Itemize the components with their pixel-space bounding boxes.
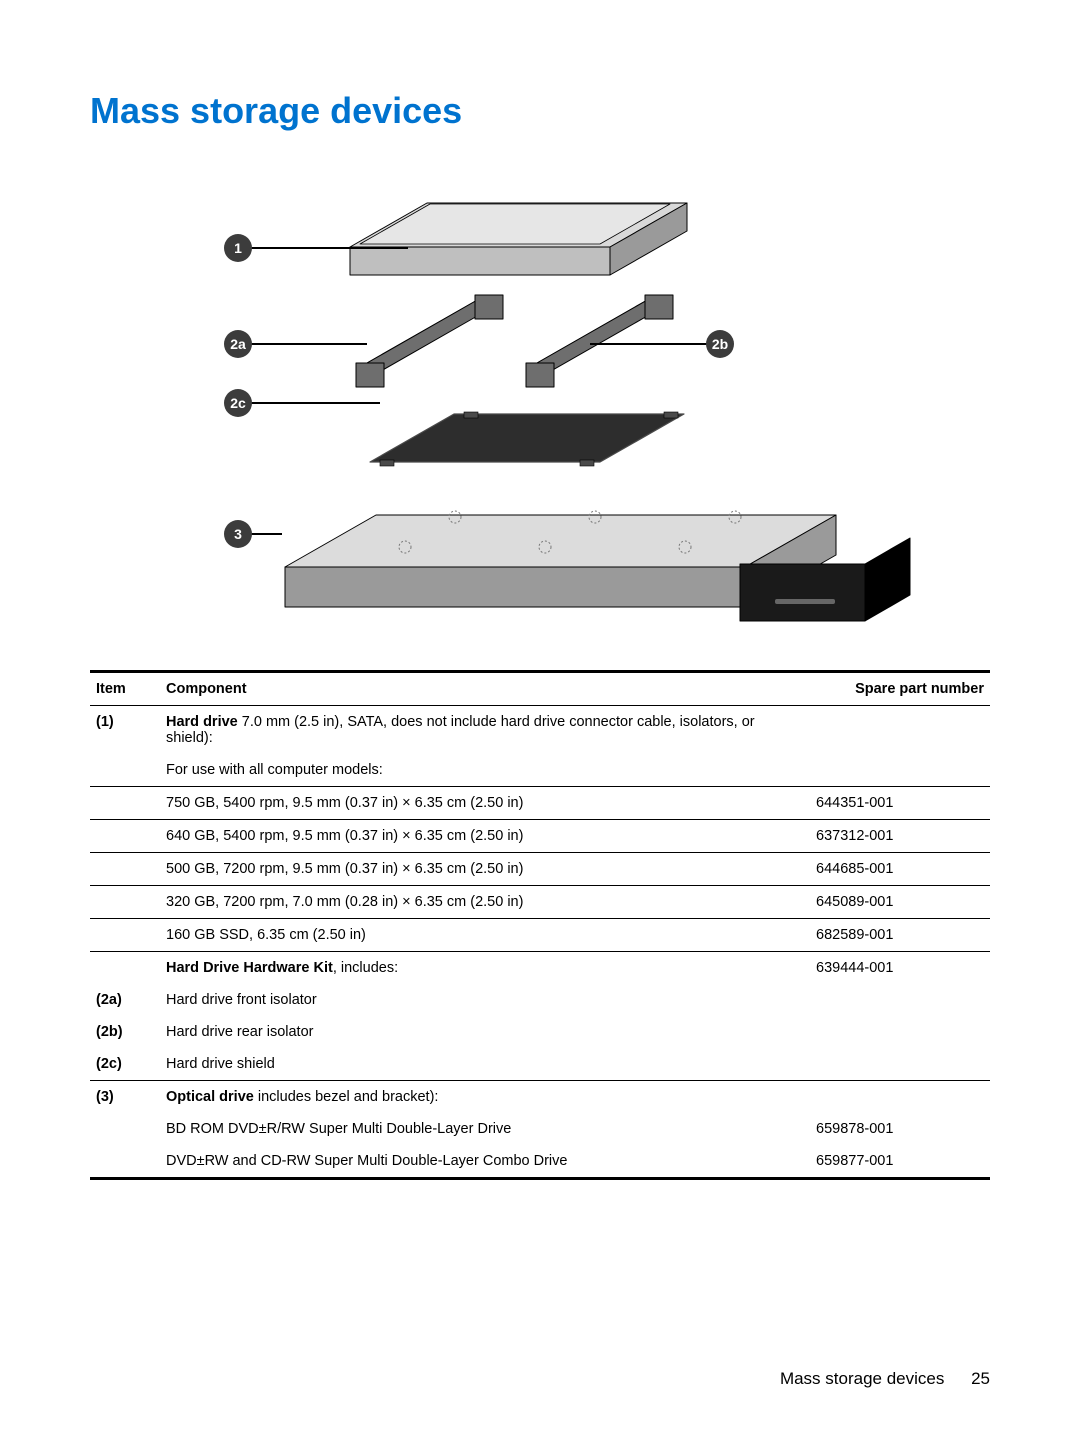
cell-spare-number: 637312-001: [810, 820, 990, 853]
cell-component: 500 GB, 7200 rpm, 9.5 mm (0.37 in) × 6.3…: [160, 853, 810, 886]
cell-spare-number: [810, 1016, 990, 1048]
parts-diagram: 1 2a 2b 2c 3: [160, 152, 920, 642]
section-title: Mass storage devices: [90, 90, 990, 132]
table-row: Hard Drive Hardware Kit, includes:639444…: [90, 952, 990, 985]
table-row: 320 GB, 7200 rpm, 7.0 mm (0.28 in) × 6.3…: [90, 886, 990, 919]
cell-spare-number: [810, 1081, 990, 1114]
table-row: (2b)Hard drive rear isolator: [90, 1016, 990, 1048]
cell-spare-number: 645089-001: [810, 886, 990, 919]
cell-spare-number: 659878-001: [810, 1113, 990, 1145]
cell-item: (3): [90, 1081, 160, 1114]
table-row: 750 GB, 5400 rpm, 9.5 mm (0.37 in) × 6.3…: [90, 787, 990, 820]
parts-table-body: (1)Hard drive 7.0 mm (2.5 in), SATA, doe…: [90, 706, 990, 1179]
cell-spare-number: 659877-001: [810, 1145, 990, 1179]
cell-item: [90, 853, 160, 886]
footer-label: Mass storage devices: [780, 1369, 944, 1388]
cell-component: Hard drive shield: [160, 1048, 810, 1081]
table-row: (2a)Hard drive front isolator: [90, 984, 990, 1016]
cell-spare-number: 682589-001: [810, 919, 990, 952]
table-row: (1)Hard drive 7.0 mm (2.5 in), SATA, doe…: [90, 706, 990, 755]
parts-diagram-container: 1 2a 2b 2c 3: [90, 152, 990, 642]
header-spare: Spare part number: [810, 672, 990, 706]
cell-component: DVD±RW and CD-RW Super Multi Double-Laye…: [160, 1145, 810, 1179]
table-row: (2c)Hard drive shield: [90, 1048, 990, 1081]
cell-spare-number: 639444-001: [810, 952, 990, 985]
table-row: 500 GB, 7200 rpm, 9.5 mm (0.37 in) × 6.3…: [90, 853, 990, 886]
cell-component: Hard drive 7.0 mm (2.5 in), SATA, does n…: [160, 706, 810, 755]
cell-item: [90, 754, 160, 787]
header-item: Item: [90, 672, 160, 706]
cell-item: (2c): [90, 1048, 160, 1081]
table-row: BD ROM DVD±R/RW Super Multi Double-Layer…: [90, 1113, 990, 1145]
cell-spare-number: [810, 754, 990, 787]
cell-component: 640 GB, 5400 rpm, 9.5 mm (0.37 in) × 6.3…: [160, 820, 810, 853]
cell-item: [90, 886, 160, 919]
svg-text:3: 3: [234, 526, 242, 542]
cell-component: Hard Drive Hardware Kit, includes:: [160, 952, 810, 985]
page-footer: Mass storage devices 25: [780, 1369, 990, 1389]
cell-item: [90, 952, 160, 985]
cell-item: [90, 919, 160, 952]
table-row: DVD±RW and CD-RW Super Multi Double-Laye…: [90, 1145, 990, 1179]
cell-spare-number: 644351-001: [810, 787, 990, 820]
cell-component: BD ROM DVD±R/RW Super Multi Double-Layer…: [160, 1113, 810, 1145]
table-row: 160 GB SSD, 6.35 cm (2.50 in)682589-001: [90, 919, 990, 952]
header-component: Component: [160, 672, 810, 706]
cell-item: [90, 1145, 160, 1179]
cell-spare-number: [810, 706, 990, 755]
cell-spare-number: [810, 984, 990, 1016]
cell-spare-number: 644685-001: [810, 853, 990, 886]
cell-spare-number: [810, 1048, 990, 1081]
cell-component: 320 GB, 7200 rpm, 7.0 mm (0.28 in) × 6.3…: [160, 886, 810, 919]
cell-component: Hard drive front isolator: [160, 984, 810, 1016]
table-row: For use with all computer models:: [90, 754, 990, 787]
footer-page-number: 25: [971, 1369, 990, 1388]
cell-component: Optical drive includes bezel and bracket…: [160, 1081, 810, 1114]
svg-text:1: 1: [234, 240, 242, 256]
svg-text:2a: 2a: [230, 336, 246, 352]
cell-component: 160 GB SSD, 6.35 cm (2.50 in): [160, 919, 810, 952]
cell-component: Hard drive rear isolator: [160, 1016, 810, 1048]
table-row: (3)Optical drive includes bezel and brac…: [90, 1081, 990, 1114]
cell-item: (2a): [90, 984, 160, 1016]
cell-item: [90, 820, 160, 853]
table-row: 640 GB, 5400 rpm, 9.5 mm (0.37 in) × 6.3…: [90, 820, 990, 853]
cell-component: 750 GB, 5400 rpm, 9.5 mm (0.37 in) × 6.3…: [160, 787, 810, 820]
cell-item: (2b): [90, 1016, 160, 1048]
parts-table: Item Component Spare part number (1)Hard…: [90, 670, 990, 1180]
cell-component: For use with all computer models:: [160, 754, 810, 787]
cell-item: [90, 1113, 160, 1145]
parts-table-head: Item Component Spare part number: [90, 672, 990, 706]
svg-text:2c: 2c: [230, 395, 246, 411]
cell-item: (1): [90, 706, 160, 755]
svg-text:2b: 2b: [712, 336, 728, 352]
cell-item: [90, 787, 160, 820]
